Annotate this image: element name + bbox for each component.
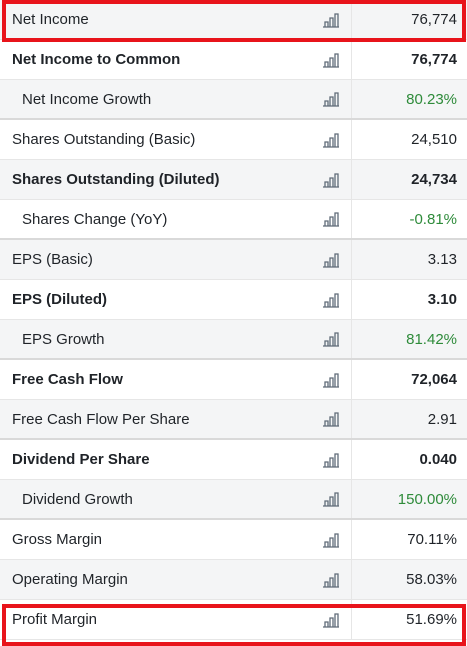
table-row-operating-margin: Operating Margin 58.03% — [0, 560, 467, 600]
table-row-free-cash-flow: Free Cash Flow 72,064 — [0, 360, 467, 400]
chart-button[interactable] — [311, 320, 351, 358]
chart-button[interactable] — [311, 440, 351, 479]
row-value: 3.13 — [351, 240, 467, 279]
row-value: 70.11% — [351, 520, 467, 559]
row-value: 58.03% — [351, 560, 467, 599]
table-row-gross-margin: Gross Margin 70.11% — [0, 520, 467, 560]
chart-button[interactable] — [311, 600, 351, 639]
chart-button[interactable] — [311, 280, 351, 319]
table-row-shares-diluted: Shares Outstanding (Diluted) 24,734 — [0, 160, 467, 200]
row-value: 2.91 — [351, 400, 467, 438]
table-row-net-income-growth: Net Income Growth 80.23% — [0, 80, 467, 120]
table-row-shares-change: Shares Change (YoY) -0.81% — [0, 200, 467, 240]
chart-button[interactable] — [311, 200, 351, 238]
row-label: Dividend Growth — [0, 480, 311, 518]
bar-chart-icon — [322, 292, 340, 308]
row-label: Free Cash Flow — [12, 371, 123, 388]
bar-chart-icon — [322, 452, 340, 468]
row-value: 81.42% — [351, 320, 467, 358]
bar-chart-icon — [322, 491, 340, 507]
row-label: Shares Outstanding (Basic) — [12, 131, 196, 148]
bar-chart-icon — [322, 211, 340, 227]
row-label: Profit Margin — [12, 611, 98, 628]
row-label: Net Income to Common — [12, 51, 181, 68]
chart-button[interactable] — [311, 400, 351, 438]
row-label: Operating Margin — [0, 560, 311, 599]
row-label: EPS (Diluted) — [12, 291, 108, 308]
row-value: 72,064 — [351, 360, 467, 399]
row-value: 51.69% — [351, 600, 467, 639]
bar-chart-icon — [322, 331, 340, 347]
bar-chart-icon — [322, 532, 340, 548]
row-label: Shares Change (YoY) — [22, 210, 168, 228]
table-row-eps-growth: EPS Growth 81.42% — [0, 320, 467, 360]
chart-button[interactable] — [311, 480, 351, 518]
table-row-dividend-per-share: Dividend Per Share 0.040 — [0, 440, 467, 480]
bar-chart-icon — [322, 132, 340, 148]
table-row-dividend-growth: Dividend Growth 150.00% — [0, 480, 467, 520]
table-row-eps-diluted: EPS (Diluted) 3.10 — [0, 280, 467, 320]
table-row-profit-margin: Profit Margin 51.69% — [0, 600, 467, 640]
table-row-net-income-to-common: Net Income to Common 76,774 — [0, 40, 467, 80]
chart-button[interactable] — [311, 240, 351, 279]
bar-chart-icon — [322, 252, 340, 268]
chart-button[interactable] — [311, 360, 351, 399]
row-label: Net Income — [0, 0, 311, 39]
table-row-eps-basic: EPS (Basic) 3.13 — [0, 240, 467, 280]
bar-chart-icon — [322, 91, 340, 107]
row-value: 150.00% — [351, 480, 467, 518]
row-value: 76,774 — [351, 0, 467, 39]
bar-chart-icon — [322, 372, 340, 388]
bar-chart-icon — [322, 411, 340, 427]
chart-button[interactable] — [311, 560, 351, 599]
table-row-fcf-per-share: Free Cash Flow Per Share 2.91 — [0, 400, 467, 440]
row-value: 3.10 — [351, 280, 467, 319]
row-value: 76,774 — [351, 40, 467, 79]
chart-button[interactable] — [311, 80, 351, 118]
row-label: Gross Margin — [12, 531, 103, 548]
table-row-shares-basic: Shares Outstanding (Basic) 24,510 — [0, 120, 467, 160]
chart-button[interactable] — [311, 120, 351, 159]
row-value: 24,734 — [351, 160, 467, 199]
row-value: 80.23% — [351, 80, 467, 118]
chart-button[interactable] — [311, 160, 351, 199]
chart-button[interactable] — [311, 0, 351, 39]
row-label: Net Income Growth — [0, 80, 311, 118]
row-label: EPS (Basic) — [0, 240, 311, 279]
bar-chart-icon — [322, 172, 340, 188]
row-value: 24,510 — [351, 120, 467, 159]
chart-button[interactable] — [311, 40, 351, 79]
table-row-net-income: Net Income 76,774 — [0, 0, 467, 40]
bar-chart-icon — [322, 12, 340, 28]
row-value: 0.040 — [351, 440, 467, 479]
row-label: Dividend Per Share — [12, 451, 150, 468]
row-label: Shares Outstanding (Diluted) — [0, 160, 311, 199]
row-label: EPS Growth — [0, 320, 311, 358]
row-label: Free Cash Flow Per Share — [0, 400, 311, 438]
row-value: -0.81% — [351, 200, 467, 238]
bar-chart-icon — [322, 612, 340, 628]
chart-button[interactable] — [311, 520, 351, 559]
bar-chart-icon — [322, 572, 340, 588]
bar-chart-icon — [322, 52, 340, 68]
